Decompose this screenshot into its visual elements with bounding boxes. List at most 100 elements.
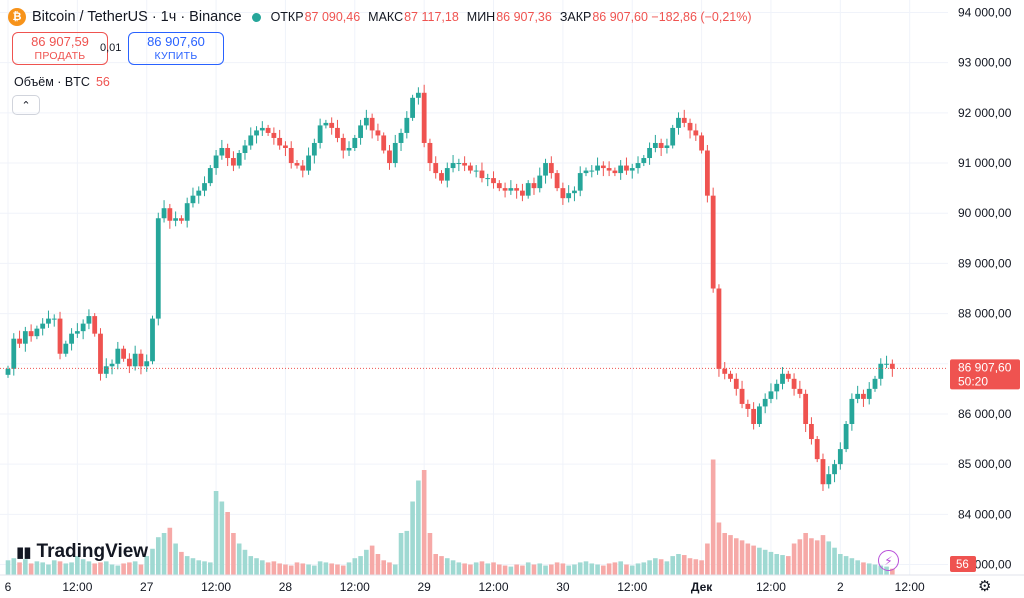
candle-body <box>444 168 450 181</box>
symbol-title[interactable]: Bitcoin / TetherUS · 1ч · Binance <box>32 9 242 25</box>
candle-body <box>375 130 381 136</box>
candle-body <box>774 383 780 392</box>
volume-bar <box>601 565 606 575</box>
price-tick-label: 89 000,00 <box>958 256 1012 270</box>
tradingview-logo[interactable]: ▮▮ TradingView <box>16 541 148 563</box>
sell-button[interactable]: 86 907,59 ПРОДАТЬ <box>12 32 108 65</box>
volume-bar <box>514 564 519 575</box>
candle-body <box>323 122 329 126</box>
volume-bar <box>577 562 583 575</box>
candle-body <box>109 363 115 367</box>
candle-body <box>525 183 531 196</box>
volume-bar <box>560 563 566 575</box>
volume-bar <box>444 558 450 575</box>
candle-body <box>647 147 652 159</box>
volume-bar <box>733 538 739 575</box>
volume-bar <box>629 565 635 575</box>
candle-body <box>704 150 710 196</box>
time-axis: 6 12:00 27 12:00 28 12:00 29 12:00 30 12:00 Дек 12:… <box>0 574 1024 598</box>
volume-bar <box>572 564 577 575</box>
volume-bar <box>138 564 144 575</box>
volume-bar <box>624 564 629 575</box>
candle-body <box>589 170 595 172</box>
candle-body <box>265 127 271 133</box>
volume-bar <box>554 562 560 575</box>
volume-tag <box>950 556 976 572</box>
candle-body <box>63 343 69 354</box>
candle-body <box>271 132 277 138</box>
volume-bar <box>358 556 363 575</box>
candle-body <box>231 158 236 166</box>
candle-body <box>676 117 681 128</box>
candle-body <box>803 393 809 424</box>
candle-body <box>508 188 514 191</box>
candle-body <box>635 163 641 169</box>
ohlc-low-label: МИН <box>466 10 496 24</box>
volume-bar <box>861 562 866 575</box>
settings-gear-icon[interactable]: ⚙ <box>978 578 992 595</box>
candle-body <box>69 333 74 344</box>
time-tick-label: Дек <box>691 580 713 594</box>
candle-body <box>693 130 699 136</box>
candle-body <box>687 122 693 131</box>
candle-body <box>485 178 491 180</box>
volume-bar <box>618 561 623 575</box>
candle-body <box>363 117 369 126</box>
volume-bar <box>838 554 843 575</box>
candle-body <box>190 195 196 204</box>
volume-bar <box>543 565 548 575</box>
volume-bar <box>820 535 826 575</box>
volume-bar <box>28 563 34 575</box>
candle-body <box>664 145 670 148</box>
volume-bar <box>242 549 248 575</box>
candle-body <box>670 127 676 146</box>
candle-body <box>849 398 855 424</box>
candle-body <box>392 142 398 164</box>
candle-body <box>722 368 728 374</box>
candle-body <box>144 361 150 367</box>
volume-bar <box>51 560 57 575</box>
candle-body <box>369 117 375 131</box>
candle-body <box>809 423 814 440</box>
volume-bar <box>86 561 92 575</box>
volume-bar <box>450 560 456 575</box>
candle-body <box>572 190 577 194</box>
time-tick-label: 2 <box>837 580 844 594</box>
time-tick-label: 6 <box>5 580 12 594</box>
volume-bar <box>92 563 97 575</box>
candle-body <box>889 363 895 369</box>
candle-body <box>768 391 774 399</box>
volume-bar <box>531 564 537 575</box>
candle-body <box>797 388 803 394</box>
lightning-icon[interactable]: ⚡ <box>878 550 899 571</box>
volume-bar <box>236 543 242 575</box>
buy-button[interactable]: 86 907,60 КУПИТЬ <box>128 32 224 65</box>
volume-bar <box>549 564 554 575</box>
volume-bar <box>606 563 612 575</box>
candle-body <box>861 393 866 399</box>
candle-body <box>404 117 410 133</box>
tradingview-logo-text: TradingView <box>36 541 149 562</box>
volume-bar <box>323 562 329 575</box>
candle-body <box>739 388 745 404</box>
candle-body <box>179 218 184 221</box>
volume-bar <box>144 556 150 575</box>
candle-body <box>358 125 363 138</box>
candle-body <box>51 318 57 320</box>
volume-bar <box>369 545 375 575</box>
candle-body <box>757 406 762 424</box>
candle-body <box>826 474 832 485</box>
volume-legend[interactable]: Объём · BTC 56 <box>14 75 110 89</box>
volume-bar <box>150 548 155 575</box>
candle-body <box>468 165 473 171</box>
candle-body <box>34 328 40 337</box>
candle-body <box>520 190 525 196</box>
collapse-button[interactable]: ⌃ <box>12 95 40 115</box>
volume-bar <box>814 540 820 575</box>
volume-bar <box>11 558 17 575</box>
candle-body <box>456 163 462 165</box>
sell-label: ПРОДАТЬ <box>34 49 86 62</box>
candle-body <box>98 333 103 374</box>
candlesticks <box>5 84 895 491</box>
